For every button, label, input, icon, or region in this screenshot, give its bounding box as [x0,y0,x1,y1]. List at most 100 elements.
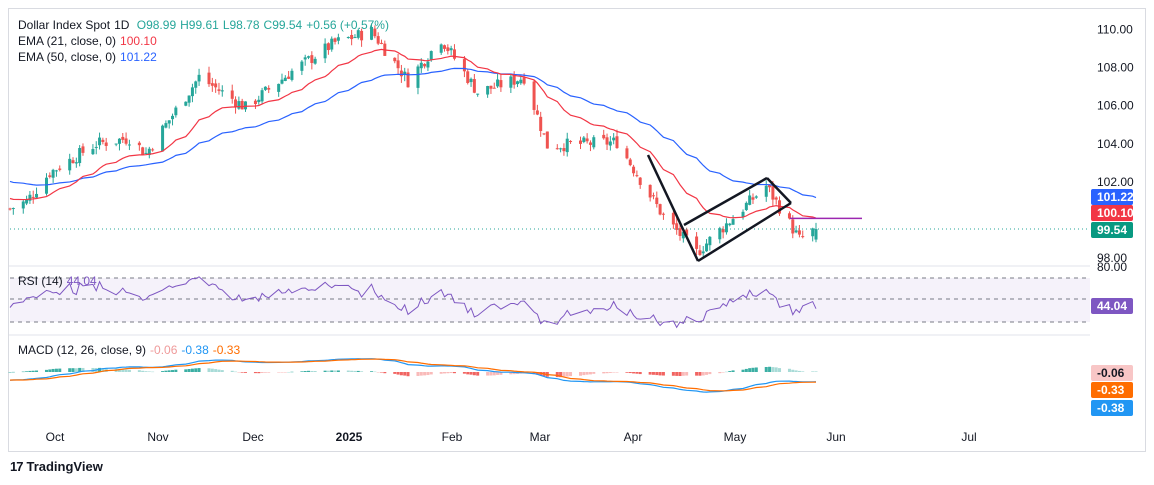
candle-body [81,146,85,153]
macd-signal-badge-text: -0.33 [1097,383,1125,397]
candle-body [701,251,705,254]
close-price-badge-text: 99.54 [1097,223,1127,237]
macd-hist-bar [678,372,682,377]
macd-hist-bar [393,372,397,374]
candle-body [74,162,78,164]
candle-body [721,229,725,233]
macd-hist-bar [635,372,639,374]
candle-body [791,219,795,234]
candle-body [336,37,340,41]
macd-hist-bar [214,369,218,372]
price-tick-label: 106.00 [1097,99,1134,113]
candle-body [31,196,35,198]
tradingview-logo[interactable]: 17 TradingView [10,459,103,474]
rsi-tick-label: 80.00 [1097,260,1127,274]
header-legend: Dollar Index Spot 1D O98.99 H99.61 L98.78 C9… [18,17,393,33]
macd-hist-bar [91,367,95,372]
wedge-trendline [697,201,792,263]
macd-hist-bar [744,368,748,372]
price-tick-label: 98.00 [1097,251,1127,265]
candle-body [187,95,191,103]
candle-body [48,175,52,177]
macd-hist-bar [323,370,327,372]
macd-hist-bar [370,371,374,372]
candle-body [11,208,15,210]
candle-body [439,44,443,53]
candle-body [509,76,513,88]
candle-body [127,144,131,146]
macd-hist-bar [184,369,188,372]
ema50-legend[interactable]: EMA (50, close, 0) 101.22 [18,49,161,65]
macd-hist-bar [671,372,675,376]
macd-hist-bar [207,368,211,372]
symbol-name[interactable]: Dollar Index Spot [18,18,111,32]
candle-body [588,142,592,145]
macd-hist-bar [748,368,752,372]
candle-body [323,43,327,59]
macd-hist-bar [58,368,62,372]
macd-hist-bar [174,369,178,372]
ema21-price-badge-text: 100.10 [1097,206,1134,220]
macd-legend[interactable]: MACD (12, 26, close, 9) -0.06 -0.38 -0.33 [18,342,244,358]
macd-hist-bar [638,372,642,375]
macd-hist-bar [194,368,198,372]
candle-body [797,230,801,235]
candle-body [257,99,261,103]
candle-body [370,26,374,40]
candle-body [678,228,682,236]
candle-body [542,133,546,135]
candle-body [190,87,194,97]
candle-body [675,223,679,230]
wedge-trendline [766,177,792,204]
macd-hist-bar [25,371,29,372]
macd-hist-bar [78,367,82,372]
candle-body [698,250,702,255]
macd-hist-bar [698,372,702,376]
macd-hist-bar [801,371,805,372]
time-axis-label: 2025 [336,430,363,444]
candle-body [104,142,108,146]
macd-hist-bar [220,370,224,372]
candle-body [147,148,151,156]
candle-body [446,47,450,52]
candle-body [695,236,699,249]
macd-hist-bar [565,372,569,377]
ema50-value: 101.22 [120,50,157,64]
candle-body [346,37,350,39]
candle-body [585,138,589,142]
ema21-legend[interactable]: EMA (21, close, 0) 100.10 [18,33,161,49]
candle-body [326,43,330,51]
macd-hist-bar [267,372,271,373]
candle-body [489,85,493,89]
macd-line-value: -0.38 [181,343,209,357]
macd-hist-value: -0.06 [150,343,178,357]
macd-label: MACD (12, 26, close, 9) [18,343,147,357]
rsi-value: 44.04 [66,274,97,288]
macd-hist-bar [117,368,121,372]
macd-signal-value: -0.33 [212,343,241,357]
macd-hist-bar [741,369,745,372]
macd-hist-bar [728,371,732,372]
macd-hist-bar [121,369,125,372]
ema21-line [9,48,817,219]
macd-hist-bar [419,372,423,376]
macd-hist-bar [234,371,238,373]
candle-body [396,60,400,69]
macd-hist-bar [695,372,699,376]
chart-frame [8,8,1146,452]
macd-hist-bar [187,369,191,372]
candle-body [35,193,39,198]
macd-hist-bar [661,372,665,376]
rsi-legend[interactable]: RSI (14) 44.04 [18,273,101,289]
macd-hist-bar [787,368,791,372]
candle-body [462,59,466,72]
macd-hist-bar [701,372,705,376]
macd-hist-bar [171,370,175,372]
macd-hist-bar [383,372,387,374]
macd-hist-bar [764,366,768,372]
candle-body [197,74,201,82]
candle-body [539,116,543,132]
macd-hist-bar [655,372,659,376]
candle-body [615,136,619,149]
